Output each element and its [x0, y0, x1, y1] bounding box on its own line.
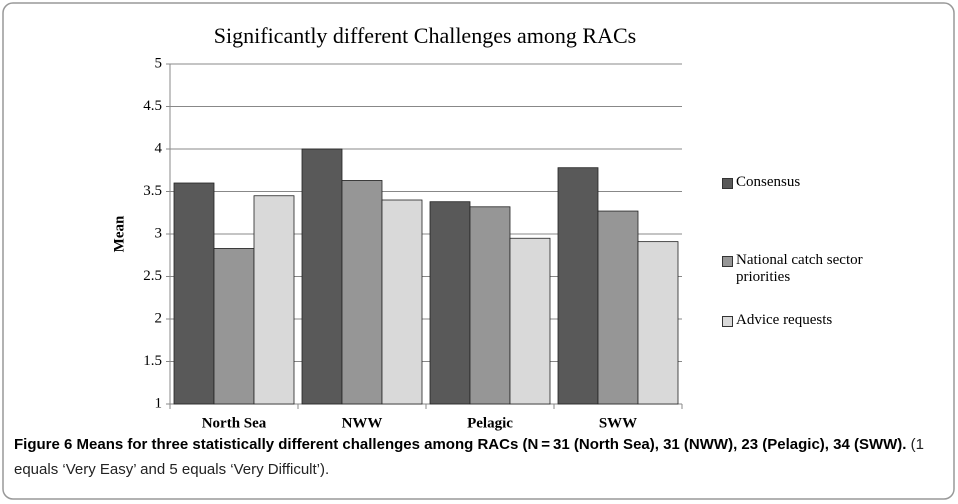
caption: Figure 6 Means for three statistically d… [14, 432, 944, 482]
y-tick-label: 1 [155, 395, 163, 411]
y-tick-label: 4 [155, 140, 163, 156]
legend-label: National catch sector priorities [736, 252, 863, 285]
y-tick-label: 3.5 [143, 183, 162, 199]
bar [469, 206, 511, 405]
legend-item: Consensus [722, 174, 882, 191]
legend-swatch [722, 178, 733, 189]
bar [301, 148, 343, 405]
bar [597, 210, 639, 405]
bar [509, 237, 551, 405]
x-tick-label: North Sea [202, 415, 267, 431]
y-tick-label: 1.5 [143, 353, 162, 369]
y-axis-label: Mean [111, 215, 127, 252]
y-tick-label: 4.5 [143, 98, 162, 114]
bar [173, 182, 215, 405]
chart-title: Significantly different Challenges among… [214, 23, 636, 48]
x-tick-label: NWW [342, 415, 383, 431]
y-tick-label: 5 [155, 55, 163, 71]
y-tick-label: 2 [155, 310, 163, 326]
bar [253, 195, 295, 405]
legend-swatch [722, 256, 733, 267]
bar [381, 199, 423, 405]
legend-item: Advice requests [722, 312, 882, 329]
x-tick-label: SWW [599, 415, 637, 431]
legend-label: Consensus [736, 174, 801, 190]
legend-label: Advice requests [736, 312, 833, 328]
y-tick-label: 2.5 [143, 268, 162, 284]
caption-note: (1 equals ‘Very Easy’ and 5 equals ‘Very… [14, 436, 924, 478]
bar [637, 241, 679, 405]
bar [213, 248, 255, 405]
bar [429, 201, 471, 405]
bar [557, 167, 599, 405]
y-tick-label: 3 [155, 225, 163, 241]
legend-item: National catch sector priorities [722, 252, 882, 286]
x-tick-label: Pelagic [467, 415, 513, 431]
legend-swatch [722, 316, 733, 327]
caption-title: Figure 6 Means for three statistically d… [14, 436, 907, 453]
bar [341, 180, 383, 405]
